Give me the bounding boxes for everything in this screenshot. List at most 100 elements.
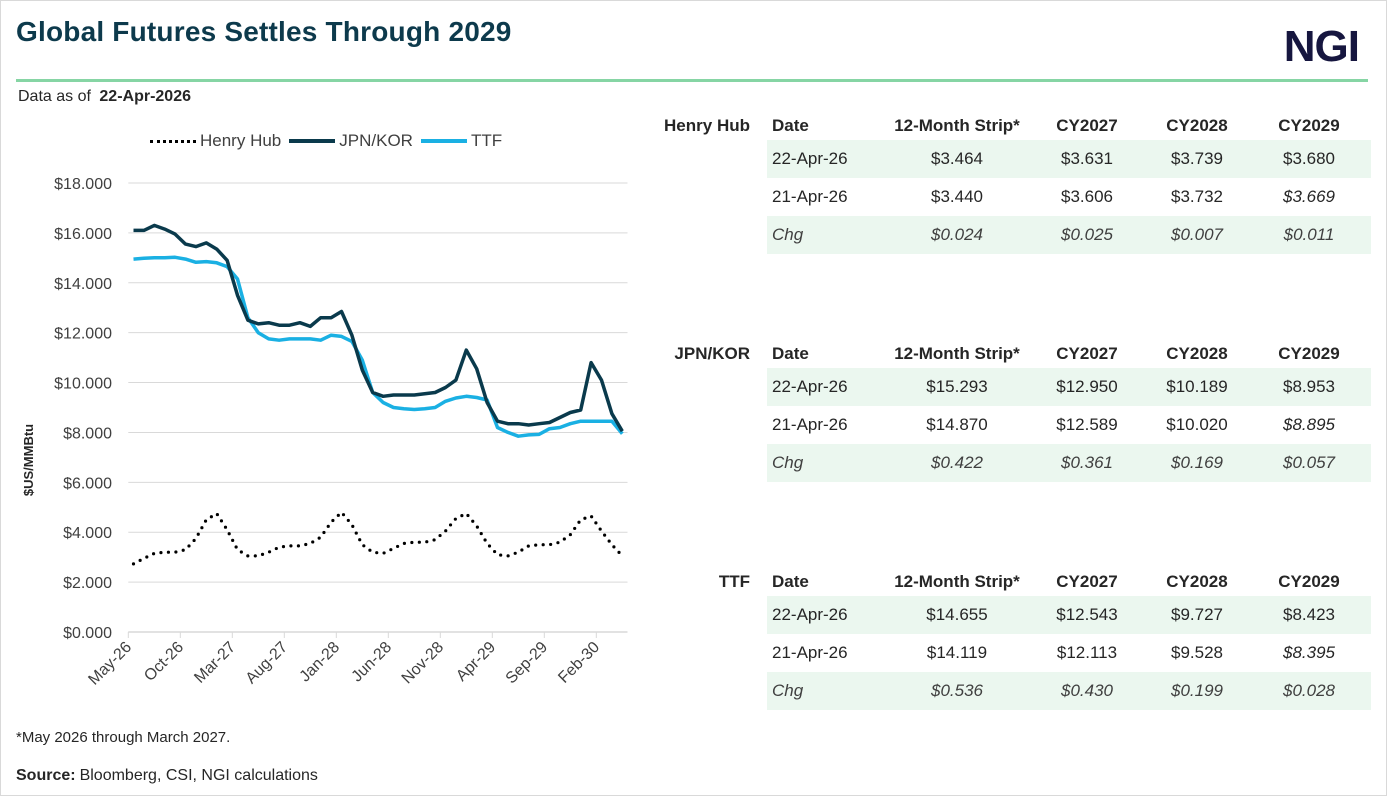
table-header-row: Date 12-Month Strip* CY2027 CY2028 CY2029	[767, 344, 1371, 368]
price-cell: $8.395	[1283, 643, 1335, 662]
y-axis-ticks: $0.000 $2.000 $4.000 $6.000 $8.000 $10.000 $12…	[54, 176, 112, 642]
legend-item-henry-hub: Henry Hub	[150, 131, 281, 151]
price-cell: $3.606	[1061, 187, 1113, 206]
price-cell: $0.024	[931, 225, 983, 244]
x-tick-label: Mar-27	[191, 639, 239, 687]
column-header: Date	[772, 572, 809, 591]
row-label: Chg	[772, 681, 804, 700]
price-cell: $3.440	[931, 187, 983, 206]
row-label: 21-Apr-26	[772, 643, 848, 662]
row-label: Chg	[772, 225, 804, 244]
row-label: 22-Apr-26	[772, 377, 848, 396]
x-tick-label: Oct-26	[141, 639, 187, 685]
y-tick-label: $18.000	[54, 176, 112, 193]
y-tick-label: $8.000	[63, 425, 112, 442]
y-tick-label: $12.000	[54, 326, 112, 343]
source-label: Source:	[16, 767, 76, 784]
series-line-jpn-kor	[133, 223, 624, 433]
row-label: 22-Apr-26	[772, 605, 848, 624]
table-row: 21-Apr-26 $14.119 $12.113 $9.528 $8.395	[767, 634, 1371, 672]
price-cell: $0.430	[1061, 681, 1113, 700]
column-header: CY2029	[1278, 344, 1340, 363]
source-text: Bloomberg, CSI, NGI calculations	[79, 767, 318, 784]
table-row: 21-Apr-26 $14.870 $12.589 $10.020 $8.895	[767, 406, 1371, 444]
x-tick-label: Jun-28	[349, 639, 396, 686]
table-header-row: Date 12-Month Strip* CY2027 CY2028 CY2029	[767, 116, 1371, 140]
page-title: Global Futures Settles Through 2029	[16, 16, 512, 47]
price-cell: $3.669	[1283, 187, 1335, 206]
price-cell: $0.422	[931, 453, 983, 472]
price-cell: $14.119	[926, 643, 988, 662]
x-axis: May-26 Oct-26 Mar-27 Aug-27 Jan-28 Jun-28 Nov-…	[85, 631, 628, 689]
table-row: 22-Apr-26 $15.293 $12.950 $10.189 $8.953	[767, 368, 1371, 406]
legend-item-jpn-kor: JPN/KOR	[289, 131, 413, 151]
table-grid: Date 12-Month Strip* CY2027 CY2028 CY2029 22-…	[767, 572, 1371, 710]
column-header: Date	[772, 116, 809, 135]
futures-line-chart: $0.000 $2.000 $4.000 $6.000 $8.000 $10.000 $12…	[21, 176, 628, 689]
as-of-label: Data as of	[18, 88, 91, 105]
column-header: CY2027	[1056, 344, 1118, 363]
y-tick-label: $0.000	[63, 625, 112, 642]
row-label: 21-Apr-26	[772, 415, 848, 434]
column-header: CY2028	[1166, 572, 1228, 591]
price-cell: $12.589	[1056, 415, 1118, 434]
table-title: TTF	[718, 572, 750, 591]
column-header: 12-Month Strip*	[894, 572, 1020, 591]
series-lines	[131, 223, 624, 566]
x-tick-label: Aug-27	[243, 639, 292, 688]
gridlines	[128, 182, 628, 633]
legend-label: Henry Hub	[200, 131, 282, 150]
y-tick-label: $14.000	[54, 276, 112, 293]
column-header: CY2029	[1278, 116, 1340, 135]
price-cell: $3.739	[1171, 149, 1223, 168]
column-header: CY2029	[1278, 572, 1340, 591]
chart-legend: Henry Hub JPN/KOR TTF	[150, 131, 510, 151]
row-label: Chg	[772, 453, 804, 472]
price-cell: $0.007	[1171, 225, 1223, 244]
price-cell: $0.028	[1283, 681, 1335, 700]
price-cell: $0.011	[1283, 225, 1335, 244]
y-axis-title: $US/MMBtu	[21, 424, 36, 496]
table-header-row: Date 12-Month Strip* CY2027 CY2028 CY2029	[767, 572, 1371, 596]
price-cell: $3.732	[1171, 187, 1223, 206]
price-cell: $0.025	[1061, 225, 1113, 244]
price-cell: $12.543	[1056, 605, 1118, 624]
column-header: Date	[772, 344, 809, 363]
legend-swatch-jpn-kor	[289, 139, 336, 143]
series-line-ttf	[133, 255, 624, 438]
row-label: 21-Apr-26	[772, 187, 848, 206]
price-cell: $0.169	[1171, 453, 1223, 472]
price-cell: $0.057	[1283, 453, 1335, 472]
price-cell: $10.020	[1166, 415, 1228, 434]
x-tick-label: Jan-28	[297, 639, 344, 686]
price-cell: $8.953	[1283, 377, 1335, 396]
price-cell: $3.464	[931, 149, 983, 168]
table-grid: Date 12-Month Strip* CY2027 CY2028 CY2029 22-…	[767, 344, 1371, 482]
y-tick-label: $2.000	[63, 575, 112, 592]
y-tick-label: $6.000	[63, 475, 112, 492]
price-cell: $8.423	[1283, 605, 1335, 624]
price-cell: $14.655	[926, 605, 988, 624]
legend-item-ttf: TTF	[420, 131, 502, 151]
change-row: Chg $0.024 $0.025 $0.007 $0.011	[767, 216, 1371, 254]
y-tick-label: $4.000	[63, 525, 112, 542]
price-cell: $10.189	[1166, 377, 1228, 396]
header-divider	[16, 79, 1368, 82]
legend-swatch-henry-hub	[150, 139, 196, 143]
price-cell: $3.680	[1283, 149, 1335, 168]
data-as-of: Data as of 22-Apr-2026	[18, 88, 191, 106]
ngi-logo: NGI	[1283, 22, 1360, 71]
price-cell: $14.870	[926, 415, 988, 434]
x-tick-label: Sep-29	[503, 639, 552, 688]
column-header: CY2027	[1056, 572, 1118, 591]
column-header: CY2027	[1056, 116, 1118, 135]
footnote: *May 2026 through March 2027.	[16, 729, 231, 746]
x-tick-label: Feb-30	[555, 639, 603, 687]
change-row: Chg $0.422 $0.361 $0.169 $0.057	[767, 444, 1371, 482]
row-label: 22-Apr-26	[772, 149, 848, 168]
x-tick-label: Nov-28	[399, 639, 448, 688]
price-cell: $9.528	[1171, 643, 1223, 662]
y-tick-label: $16.000	[54, 226, 112, 243]
price-cell: $0.361	[1061, 453, 1113, 472]
y-tick-label: $10.000	[54, 376, 112, 393]
